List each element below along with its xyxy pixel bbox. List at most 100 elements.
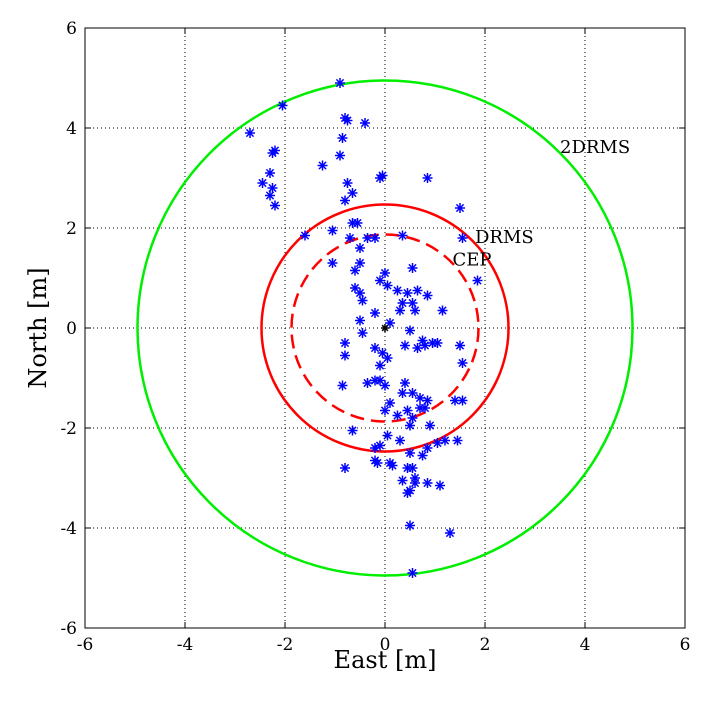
data-point (347, 425, 358, 436)
data-point (422, 395, 433, 406)
data-point (362, 378, 373, 388)
data-point (340, 463, 350, 473)
data-point (355, 258, 365, 268)
data-point (317, 160, 328, 171)
data-point (397, 230, 408, 241)
data-point (352, 218, 363, 228)
data-point (380, 380, 390, 391)
annotation-drms: DRMS (475, 227, 534, 248)
data-point (355, 315, 365, 326)
data-point (457, 233, 468, 243)
x-tick-label: 6 (680, 635, 691, 655)
data-point (375, 275, 385, 286)
data-point (397, 388, 408, 398)
data-point (277, 100, 288, 111)
data-point (385, 398, 395, 408)
data-point (405, 420, 415, 431)
data-point (257, 178, 268, 188)
data-point (355, 288, 365, 298)
radius-circles (136, 79, 634, 577)
data-point (267, 183, 278, 193)
annotation-cep: CEP (453, 250, 492, 271)
data-point (422, 478, 433, 488)
y-axis-label: North [m] (24, 267, 52, 388)
data-point (380, 405, 390, 416)
data-point (270, 200, 280, 211)
data-point (337, 380, 348, 391)
data-point (387, 460, 398, 471)
data-point (405, 325, 415, 336)
data-point (340, 350, 350, 361)
data-point (347, 188, 358, 198)
data-point (407, 413, 418, 423)
data-point (350, 265, 360, 276)
data-point (380, 268, 390, 278)
data-point (412, 285, 423, 296)
data-point (397, 475, 408, 486)
data-point (432, 338, 443, 348)
circle-2drms (136, 79, 634, 577)
center-point (381, 324, 389, 332)
data-point (400, 378, 410, 388)
y-tick-label: 4 (66, 119, 77, 139)
data-point (422, 290, 433, 301)
data-point (415, 393, 425, 403)
data-point (397, 298, 408, 308)
data-point (327, 258, 338, 268)
y-tick-label: -6 (60, 619, 77, 639)
data-point (342, 115, 353, 126)
data-point (405, 520, 415, 531)
circle-cep (290, 233, 480, 423)
data-point (245, 128, 255, 138)
data-point (405, 448, 415, 458)
data-point (355, 243, 365, 253)
data-point (422, 173, 433, 183)
x-tick-label: -2 (277, 635, 294, 655)
data-point (370, 455, 380, 466)
data-point (270, 145, 280, 156)
x-tick-label: -4 (177, 635, 194, 655)
y-tick-label: 2 (66, 219, 77, 239)
y-tick-label: -2 (60, 419, 77, 439)
data-point (377, 170, 388, 181)
data-point (335, 78, 345, 88)
y-tick-label: 0 (66, 319, 77, 339)
data-point (407, 263, 418, 273)
data-point (360, 118, 370, 128)
data-point (457, 395, 468, 406)
data-point (452, 435, 463, 446)
data-point (407, 298, 418, 308)
data-point (382, 430, 393, 441)
data-point (370, 343, 380, 353)
data-point (432, 438, 443, 448)
x-tick-label: 0 (380, 635, 391, 655)
data-point (265, 190, 275, 201)
circle-labels: 2DRMS DRMS CEP (453, 137, 631, 271)
data-point (370, 233, 380, 243)
data-point (402, 405, 413, 416)
data-point (440, 435, 450, 446)
data-point (392, 410, 403, 421)
data-point (407, 568, 418, 578)
data-point (370, 308, 380, 318)
data-point (342, 178, 353, 188)
data-point (340, 195, 350, 206)
ticks: -6 -4 -2 0 2 4 6 -6 -4 -2 0 2 4 6 (60, 19, 690, 655)
x-tick-label: 2 (480, 635, 491, 655)
data-point (412, 343, 423, 353)
grid (85, 28, 685, 628)
data-point (395, 305, 405, 316)
data-point (457, 358, 468, 368)
y-tick-label: 6 (66, 19, 77, 39)
data-point (300, 230, 310, 241)
data-point (437, 305, 448, 316)
data-point (410, 305, 420, 316)
data-point (425, 420, 435, 431)
data-points (245, 78, 483, 578)
x-tick-label: 4 (580, 635, 591, 655)
data-point (445, 528, 455, 538)
data-point (345, 233, 355, 243)
data-point (422, 443, 433, 453)
data-point (400, 340, 410, 351)
